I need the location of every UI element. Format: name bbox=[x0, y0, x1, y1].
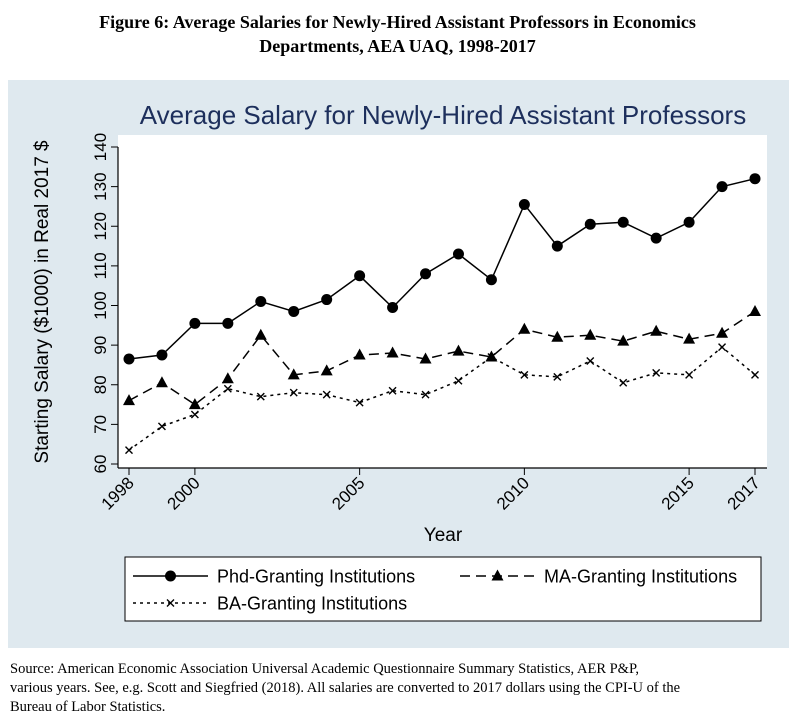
legend-entry-1: Phd-Granting Institutions bbox=[133, 567, 415, 587]
legend-entry-3: BA-Granting Institutions bbox=[133, 594, 407, 614]
point-marker-triangle bbox=[353, 348, 366, 360]
point-marker-circle bbox=[321, 294, 333, 306]
y-tick-label: 100 bbox=[91, 291, 110, 319]
point-marker-circle bbox=[354, 270, 366, 282]
point-marker-triangle bbox=[320, 364, 333, 376]
point-marker-x bbox=[520, 370, 529, 379]
legend: Phd-Granting Institutions MA-Granting Ins… bbox=[133, 567, 737, 614]
point-marker-circle bbox=[584, 218, 596, 230]
point-marker-triangle bbox=[683, 332, 696, 344]
point-marker-circle bbox=[189, 317, 201, 329]
x-axis-label: Year bbox=[424, 525, 463, 546]
y-tick-label: 130 bbox=[91, 172, 110, 200]
point-marker-circle bbox=[551, 240, 563, 252]
point-marker-triangle bbox=[518, 322, 531, 334]
point-marker-x bbox=[685, 370, 694, 379]
series-group bbox=[123, 173, 761, 455]
point-marker-x bbox=[751, 370, 759, 379]
y-tick-label: 110 bbox=[91, 252, 110, 279]
point-marker-x bbox=[388, 386, 397, 395]
point-marker-triangle bbox=[491, 569, 504, 581]
point-marker-x bbox=[619, 378, 628, 387]
series-line bbox=[128, 310, 756, 406]
point-marker-circle bbox=[255, 296, 267, 308]
point-marker-x bbox=[454, 376, 463, 385]
point-marker-x bbox=[223, 384, 232, 393]
point-marker-x bbox=[157, 422, 166, 431]
y-tick-label: 140 bbox=[91, 133, 110, 161]
y-tick-label: 90 bbox=[91, 336, 110, 355]
point-marker-x bbox=[289, 388, 298, 397]
point-marker-x bbox=[718, 343, 727, 352]
point-marker-x bbox=[652, 368, 661, 377]
y-tick-label: 80 bbox=[91, 375, 110, 394]
figure-caption-line-2: Departments, AEA UAQ, 1998-2017 bbox=[259, 36, 536, 56]
point-marker-circle bbox=[749, 173, 761, 185]
point-marker-triangle bbox=[254, 328, 267, 340]
y-tick-label: 70 bbox=[91, 415, 110, 434]
chart: Average Salary for Newly-Hired Assistant… bbox=[8, 80, 789, 648]
point-marker-circle bbox=[716, 181, 728, 193]
source-note-line-1: Source: American Economic Association Un… bbox=[10, 661, 640, 677]
source-note-line-2: various years. See, e.g. Scott and Siegf… bbox=[10, 680, 681, 696]
y-tick-label: 120 bbox=[91, 212, 110, 240]
point-marker-x bbox=[256, 392, 265, 401]
point-marker-x bbox=[322, 390, 331, 399]
point-marker-x bbox=[190, 410, 199, 419]
point-marker-circle bbox=[288, 305, 300, 317]
point-marker-triangle bbox=[188, 398, 201, 410]
point-marker-triangle bbox=[584, 328, 597, 340]
point-marker-circle bbox=[420, 268, 432, 280]
point-marker-x bbox=[166, 599, 175, 607]
point-marker-circle bbox=[485, 274, 497, 286]
source-note-line-3: Bureau of Labor Statistics. bbox=[10, 699, 166, 715]
point-marker-circle bbox=[387, 301, 399, 313]
point-marker-circle bbox=[123, 353, 135, 365]
point-marker-circle bbox=[452, 248, 464, 260]
point-marker-triangle bbox=[287, 368, 300, 380]
point-marker-triangle bbox=[617, 334, 630, 346]
point-marker-circle bbox=[156, 349, 168, 361]
point-marker-triangle bbox=[123, 394, 135, 406]
source-note: Source: American Economic Association Un… bbox=[10, 660, 790, 717]
point-marker-x bbox=[355, 398, 364, 407]
point-marker-triangle bbox=[221, 372, 234, 384]
point-marker-triangle bbox=[386, 346, 399, 358]
figure-caption-line-1: Figure 6: Average Salaries for Newly-Hir… bbox=[99, 12, 696, 32]
point-marker-circle bbox=[518, 198, 530, 210]
point-marker-circle bbox=[617, 216, 629, 228]
point-marker-circle bbox=[222, 317, 234, 329]
series-1 bbox=[123, 173, 761, 365]
legend-label: Phd-Granting Institutions bbox=[217, 567, 415, 587]
point-marker-triangle bbox=[452, 344, 465, 356]
legend-entry-2: MA-Granting Institutions bbox=[460, 567, 737, 587]
point-marker-circle bbox=[683, 216, 695, 228]
series-3 bbox=[125, 343, 759, 455]
point-marker-x bbox=[487, 353, 496, 362]
series-line bbox=[128, 177, 756, 360]
point-marker-triangle bbox=[749, 304, 761, 316]
point-marker-circle bbox=[650, 232, 662, 244]
y-tick-label: 60 bbox=[91, 455, 110, 474]
point-marker-circle bbox=[165, 570, 176, 582]
y-axis-label: Starting Salary ($1000) in Real 2017 $ bbox=[32, 140, 53, 464]
legend-box bbox=[124, 556, 762, 622]
legend-label: MA-Granting Institutions bbox=[544, 567, 737, 587]
point-marker-x bbox=[421, 390, 430, 399]
point-marker-x bbox=[125, 446, 133, 455]
plot-area bbox=[118, 135, 767, 468]
point-marker-triangle bbox=[155, 376, 168, 388]
series-line bbox=[128, 346, 756, 451]
point-marker-triangle bbox=[551, 330, 564, 342]
point-marker-triangle bbox=[716, 326, 729, 338]
point-marker-x bbox=[586, 356, 595, 365]
point-marker-x bbox=[553, 372, 562, 381]
chart-title: Average Salary for Newly-Hired Assistant… bbox=[140, 100, 746, 130]
figure-caption: Figure 6: Average Salaries for Newly-Hir… bbox=[0, 10, 795, 58]
point-marker-triangle bbox=[650, 324, 663, 336]
point-marker-triangle bbox=[419, 352, 432, 364]
legend-label: BA-Granting Institutions bbox=[217, 594, 407, 614]
